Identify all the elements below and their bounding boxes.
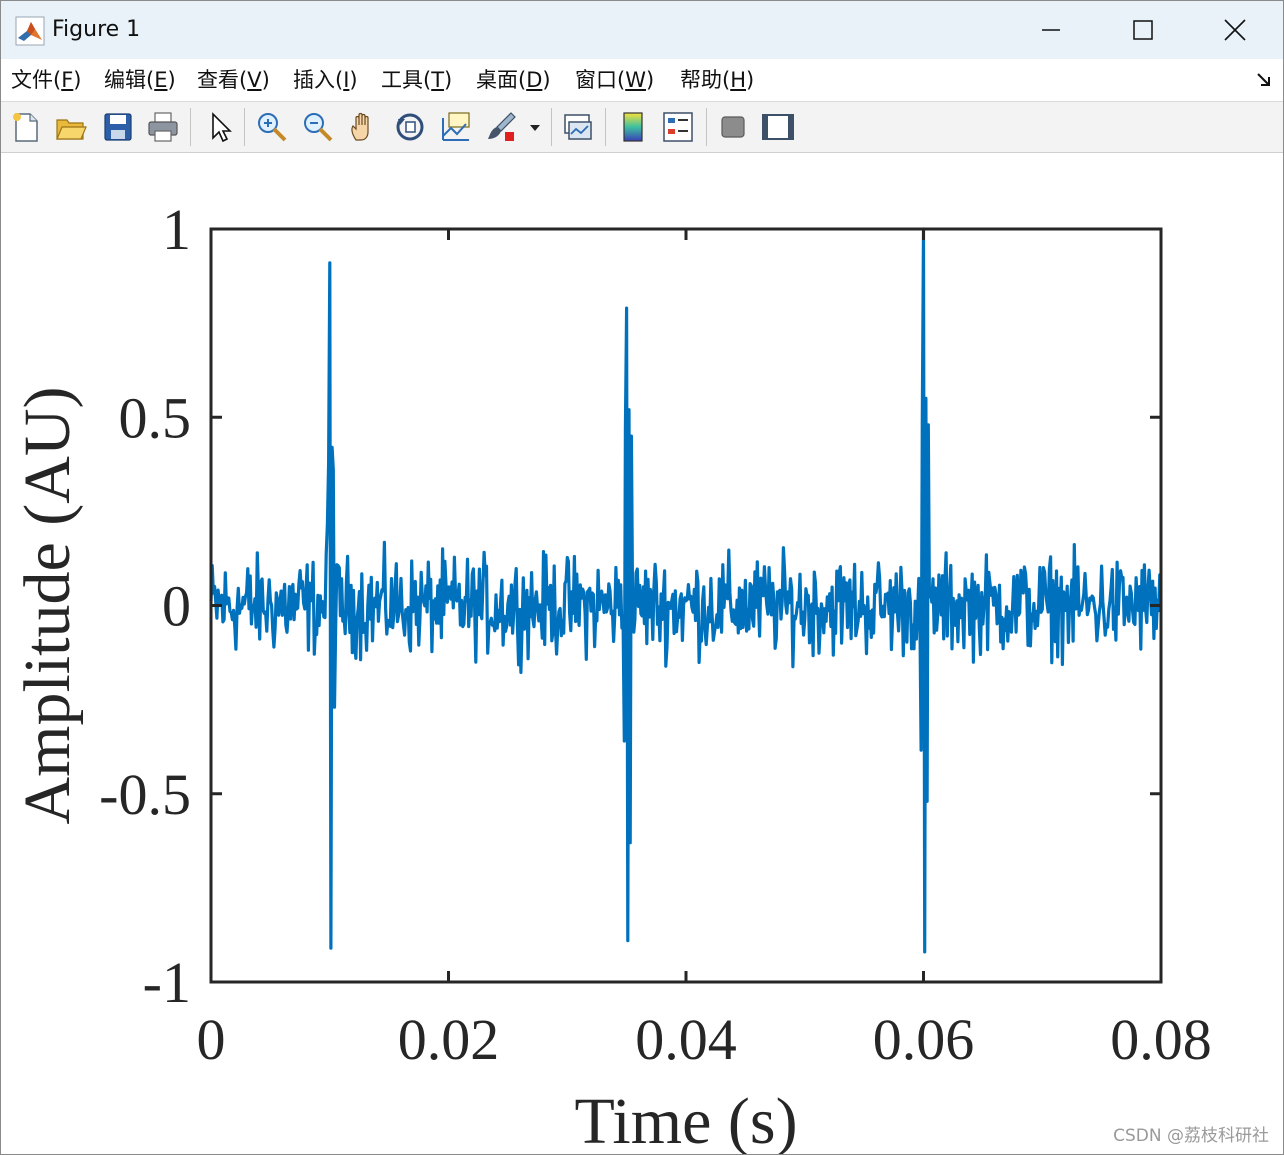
y-tick-label: 1 [162,197,191,262]
matlab-logo-icon [15,16,45,46]
x-tick-label: 0.04 [635,1007,737,1072]
menu-window[interactable]: 窗口(W) [575,68,655,92]
dock-arrow-icon[interactable] [1255,71,1273,89]
y-tick-label: -0.5 [99,762,191,827]
legend-icon[interactable] [661,110,695,144]
series-line [209,227,1163,954]
x-tick-label: 0.02 [398,1007,500,1072]
data-cursor-icon[interactable] [439,110,473,144]
zoom-out-icon[interactable] [301,110,335,144]
toolbar-separator [706,108,707,146]
close-button[interactable] [1189,1,1281,59]
title-bar[interactable]: Figure 1 [1,1,1283,59]
axes: 0 0.02 0.04 0.06 0.08 -1 -0.5 0 0.5 1 Time (s) Ampl… [11,197,1212,1154]
menu-file[interactable]: 文件(F) [11,68,82,92]
show-plot-tools-icon[interactable] [761,110,795,144]
open-file-icon[interactable] [54,110,88,144]
menu-help[interactable]: 帮助(H) [680,68,755,92]
menu-view[interactable]: 查看(V) [197,68,270,92]
maximize-button[interactable] [1097,1,1189,59]
window-title: Figure 1 [52,17,141,42]
menu-insert[interactable]: 插入(I) [293,68,358,92]
x-tick-label: 0.06 [873,1007,975,1072]
y-axis-label: Amplitude (AU) [11,386,84,824]
toolbar-separator [551,108,552,146]
toolbar-separator [605,108,606,146]
y-tick-label: -1 [143,950,191,1015]
close-icon [1224,19,1246,41]
pointer-icon[interactable] [203,110,237,144]
y-tick-label: 0 [162,574,191,639]
menu-desktop[interactable]: 桌面(D) [476,68,551,92]
x-tick-label: 0 [197,1007,226,1072]
print-icon[interactable] [146,110,180,144]
menu-bar: 文件(F) 编辑(E) 查看(V) 插入(I) 工具(T) 桌面(D) 窗口(W… [1,59,1283,102]
figure-canvas: 0 0.02 0.04 0.06 0.08 -1 -0.5 0 0.5 1 Time (s) Ampl… [1,153,1283,1154]
hide-plot-tools-icon[interactable] [717,110,751,144]
maximize-icon [1133,20,1153,40]
x-tick-label: 0.08 [1110,1007,1212,1072]
toolbar-separator [244,108,245,146]
x-axis-label: Time (s) [574,1085,797,1154]
minimize-icon [1042,29,1060,31]
new-figure-icon[interactable] [9,110,43,144]
menu-edit[interactable]: 编辑(E) [104,68,176,92]
watermark: CSDN @荔枝科研社 [1113,1126,1269,1146]
rotate-3d-icon[interactable] [393,110,427,144]
link-plot-icon[interactable] [561,110,595,144]
pan-hand-icon[interactable] [347,110,381,144]
colorbar-icon[interactable] [616,110,650,144]
toolbar-separator [190,108,191,146]
save-icon[interactable] [101,110,135,144]
chart-plot[interactable]: 0 0.02 0.04 0.06 0.08 -1 -0.5 0 0.5 1 Time (s) Ampl… [1,153,1283,1154]
brush-icon[interactable] [485,110,519,144]
y-tick-label: 0.5 [119,385,192,450]
brush-dropdown-icon[interactable] [527,110,543,144]
figure-toolbar [1,102,1283,153]
minimize-button[interactable] [1005,1,1097,59]
zoom-in-icon[interactable] [255,110,289,144]
menu-tools[interactable]: 工具(T) [381,68,453,92]
